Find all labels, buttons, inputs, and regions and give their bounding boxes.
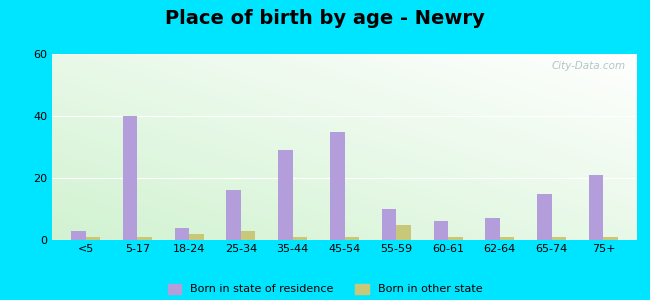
Bar (448, 237, 463, 240)
Bar (292, 237, 307, 240)
Bar (552, 237, 566, 240)
Bar (500, 237, 514, 240)
Bar (123, 116, 137, 240)
Text: Place of birth by age - Newry: Place of birth by age - Newry (165, 9, 485, 28)
Bar (137, 237, 152, 240)
Bar (330, 131, 344, 240)
Bar (71, 231, 86, 240)
Bar (396, 224, 411, 240)
Bar (537, 194, 552, 240)
Bar (344, 237, 359, 240)
Bar (241, 231, 255, 240)
Bar (278, 150, 292, 240)
Bar (603, 237, 618, 240)
Bar (226, 190, 241, 240)
Bar (382, 209, 396, 240)
Bar (486, 218, 500, 240)
Bar (86, 237, 100, 240)
Text: City-Data.com: City-Data.com (551, 61, 625, 71)
Bar (175, 228, 189, 240)
Bar (434, 221, 448, 240)
Bar (189, 234, 203, 240)
Legend: Born in state of residence, Born in other state: Born in state of residence, Born in othe… (168, 284, 482, 294)
Bar (589, 175, 603, 240)
